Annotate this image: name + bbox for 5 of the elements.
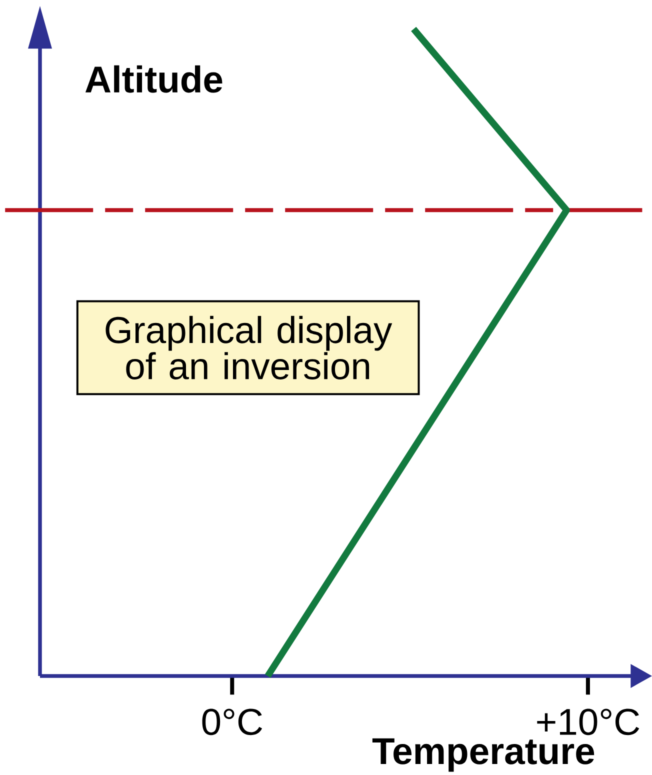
x-tick-label: 0°C [202, 708, 262, 736]
x-tick-label: +10°C [537, 708, 640, 736]
y-axis-title: Altitude [85, 65, 222, 93]
annotation: Graphical display of an inversion [106, 316, 392, 380]
x-axis-title: Temperature [372, 738, 594, 772]
